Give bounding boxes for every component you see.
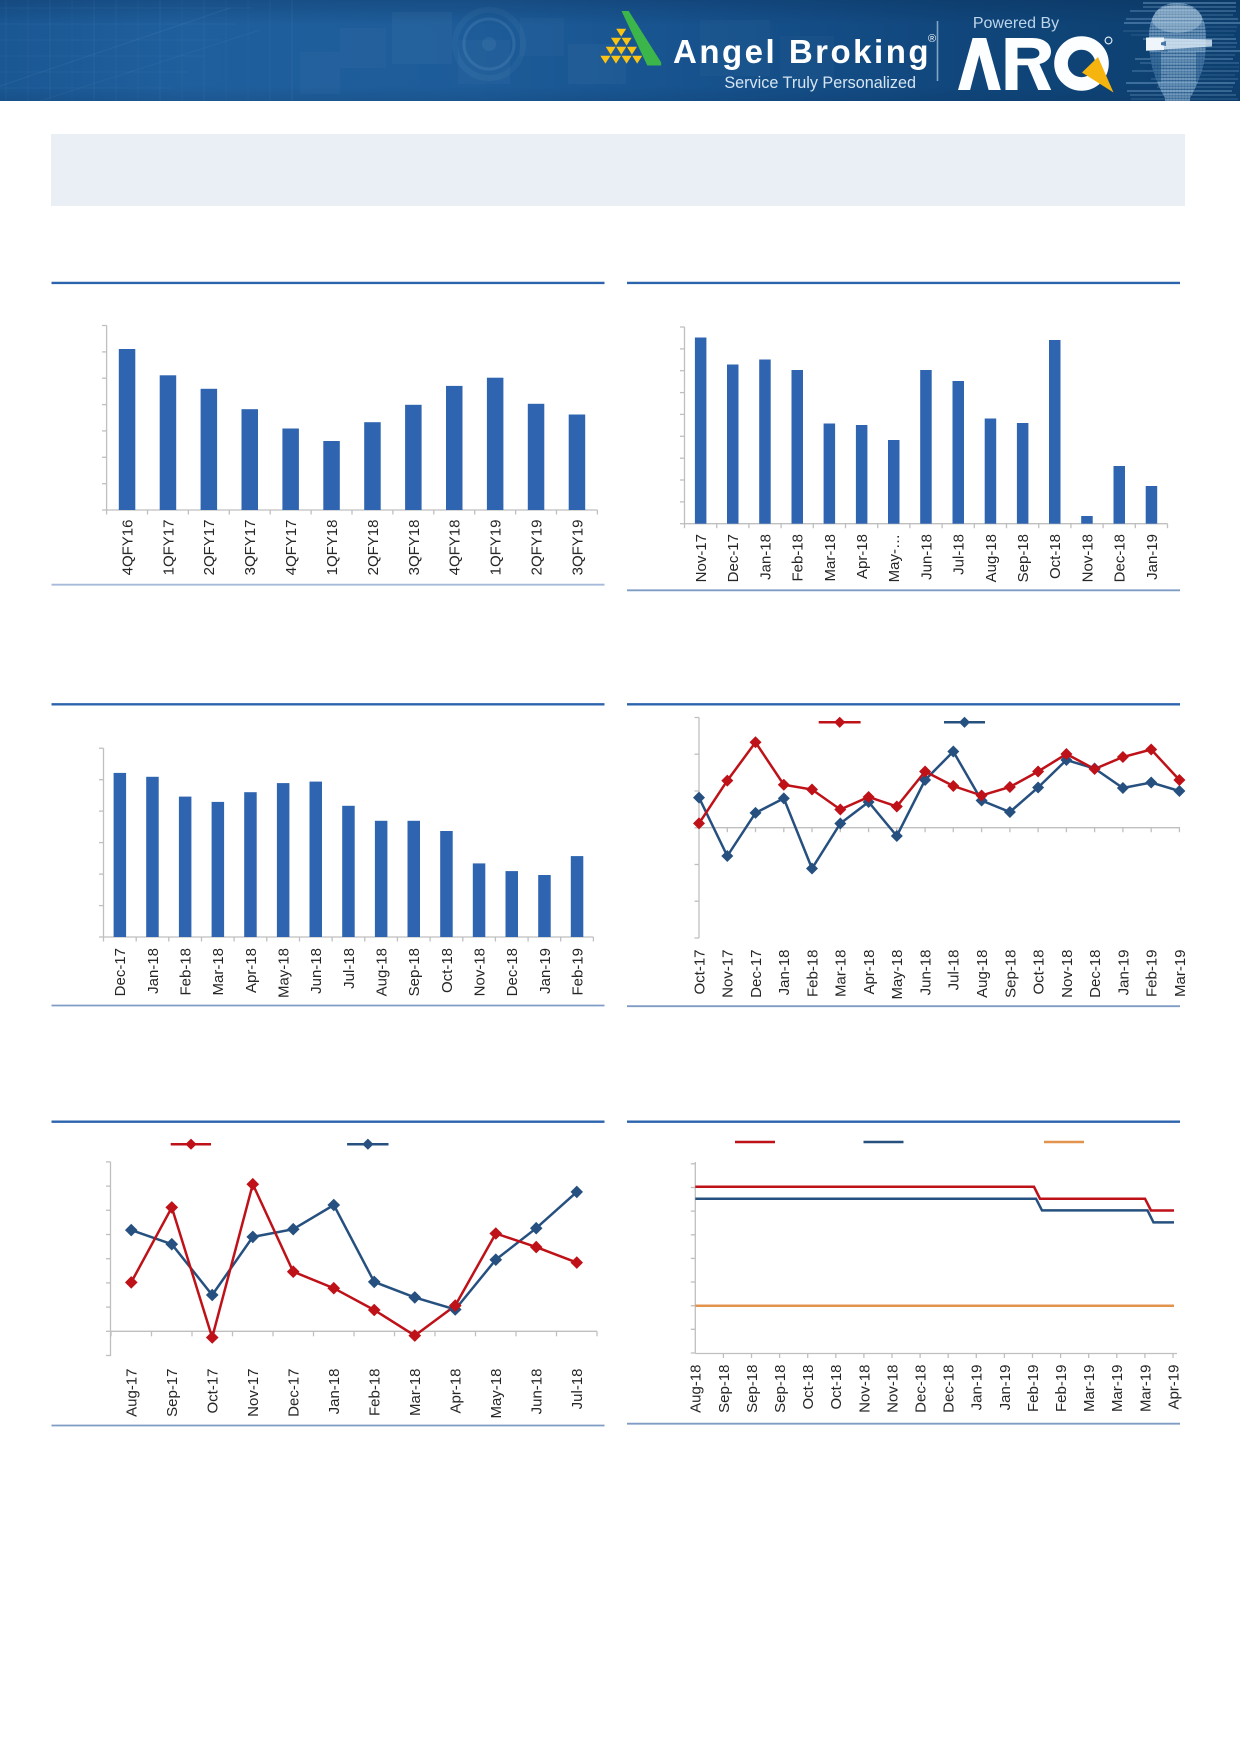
svg-text:Feb-18: Feb-18 <box>790 534 807 582</box>
svg-text:Feb-18: Feb-18 <box>804 950 821 998</box>
svg-text:Dec-17: Dec-17 <box>748 950 765 998</box>
svg-text:Jan-19: Jan-19 <box>1115 950 1132 996</box>
svg-text:Jan-18: Jan-18 <box>757 534 774 580</box>
svg-text:Nov-18: Nov-18 <box>884 1365 901 1413</box>
svg-text:May-18: May-18 <box>276 948 293 998</box>
svg-text:May-…: May-… <box>886 534 903 582</box>
svg-text:Dec-18: Dec-18 <box>941 1365 958 1413</box>
svg-text:2QFY17: 2QFY17 <box>201 520 218 576</box>
svg-text:Oct-17: Oct-17 <box>205 1369 222 1414</box>
svg-text:Oct-18: Oct-18 <box>1047 534 1064 579</box>
svg-text:May-18: May-18 <box>889 950 906 1000</box>
svg-text:Nov-17: Nov-17 <box>693 534 710 582</box>
svg-text:Apr-18: Apr-18 <box>448 1369 465 1414</box>
svg-text:Feb-19: Feb-19 <box>1144 950 1161 998</box>
svg-text:Angel Broking: Angel Broking <box>673 33 931 70</box>
svg-text:Oct-18: Oct-18 <box>1031 950 1048 995</box>
svg-text:Aug-18: Aug-18 <box>983 534 1000 582</box>
svg-text:Jan-18: Jan-18 <box>776 950 793 996</box>
svg-text:4QFY16: 4QFY16 <box>119 520 136 576</box>
svg-text:Mar-18: Mar-18 <box>822 534 839 582</box>
svg-text:Jan-19: Jan-19 <box>537 948 554 994</box>
svg-text:1QFY19: 1QFY19 <box>488 520 505 576</box>
svg-text:Mar-18: Mar-18 <box>833 950 850 998</box>
svg-text:Sep-18: Sep-18 <box>1015 534 1032 582</box>
svg-text:Dec-17: Dec-17 <box>112 948 129 996</box>
svg-text:Powered By: Powered By <box>973 15 1059 32</box>
svg-text:Feb-19: Feb-19 <box>1053 1365 1070 1413</box>
svg-text:Feb-18: Feb-18 <box>178 948 195 996</box>
svg-text:Nov-17: Nov-17 <box>245 1369 262 1417</box>
svg-text:Service Truly Personalized: Service Truly Personalized <box>724 74 916 92</box>
svg-text:Feb-19: Feb-19 <box>570 948 587 996</box>
svg-text:Jun-18: Jun-18 <box>918 534 935 580</box>
svg-text:Mar-18: Mar-18 <box>210 948 227 996</box>
svg-text:Oct-18: Oct-18 <box>828 1365 845 1410</box>
svg-text:Jan-18: Jan-18 <box>326 1369 343 1415</box>
svg-text:3QFY18: 3QFY18 <box>406 520 423 576</box>
svg-text:Nov-18: Nov-18 <box>472 948 489 996</box>
svg-text:Apr-18: Apr-18 <box>861 950 878 995</box>
svg-text:Jun-18: Jun-18 <box>918 950 935 996</box>
svg-text:Jul-18: Jul-18 <box>569 1369 586 1410</box>
svg-text:Apr-19: Apr-19 <box>1165 1365 1182 1410</box>
svg-text:Jul-18: Jul-18 <box>341 948 358 989</box>
svg-text:Dec-17: Dec-17 <box>725 534 742 582</box>
svg-text:Nov-18: Nov-18 <box>856 1365 873 1413</box>
svg-text:Jan-19: Jan-19 <box>997 1365 1014 1411</box>
svg-text:3QFY19: 3QFY19 <box>569 520 586 576</box>
svg-text:Jan-19: Jan-19 <box>969 1365 986 1411</box>
svg-text:Sep-18: Sep-18 <box>406 948 423 996</box>
svg-text:Nov-17: Nov-17 <box>720 950 737 998</box>
svg-text:Dec-17: Dec-17 <box>286 1369 303 1417</box>
svg-text:Sep-18: Sep-18 <box>744 1365 761 1413</box>
svg-text:Mar-19: Mar-19 <box>1137 1365 1154 1413</box>
svg-text:4QFY17: 4QFY17 <box>283 520 300 576</box>
svg-text:Dec-18: Dec-18 <box>1087 950 1104 998</box>
svg-text:Jul-18: Jul-18 <box>951 534 968 575</box>
svg-text:Sep-18: Sep-18 <box>772 1365 789 1413</box>
svg-text:2QFY18: 2QFY18 <box>365 520 382 576</box>
svg-text:4QFY18: 4QFY18 <box>447 520 464 576</box>
svg-text:Mar-19: Mar-19 <box>1081 1365 1098 1413</box>
svg-text:Apr-18: Apr-18 <box>854 534 871 579</box>
svg-text:Aug-18: Aug-18 <box>374 948 391 996</box>
svg-text:Feb-18: Feb-18 <box>367 1369 384 1417</box>
svg-text:Mar-19: Mar-19 <box>1109 1365 1126 1413</box>
svg-text:Nov-18: Nov-18 <box>1059 950 1076 998</box>
svg-text:Oct-17: Oct-17 <box>691 950 708 995</box>
svg-text:Sep-17: Sep-17 <box>164 1369 181 1417</box>
svg-text:Mar-19: Mar-19 <box>1172 950 1189 998</box>
svg-text:Mar-18: Mar-18 <box>407 1369 424 1417</box>
svg-text:Oct-18: Oct-18 <box>439 948 456 993</box>
svg-text:Feb-19: Feb-19 <box>1025 1365 1042 1413</box>
svg-text:1QFY18: 1QFY18 <box>324 520 341 576</box>
svg-text:Dec-18: Dec-18 <box>913 1365 930 1413</box>
svg-text:Nov-18: Nov-18 <box>1079 534 1096 582</box>
svg-text:Oct-18: Oct-18 <box>800 1365 817 1410</box>
svg-text:2QFY19: 2QFY19 <box>528 520 545 576</box>
svg-text:Apr-18: Apr-18 <box>243 948 260 993</box>
svg-text:Jun-18: Jun-18 <box>308 948 325 994</box>
svg-text:Jun-18: Jun-18 <box>529 1369 546 1415</box>
svg-text:Aug-17: Aug-17 <box>124 1369 141 1417</box>
svg-text:May-18: May-18 <box>488 1369 505 1419</box>
svg-text:Dec-18: Dec-18 <box>504 948 521 996</box>
svg-text:1QFY17: 1QFY17 <box>160 520 177 576</box>
svg-text:Aug-18: Aug-18 <box>688 1365 705 1413</box>
svg-text:®: ® <box>928 33 936 45</box>
svg-text:3QFY17: 3QFY17 <box>242 520 259 576</box>
svg-text:Jan-19: Jan-19 <box>1144 534 1161 580</box>
svg-text:Sep-18: Sep-18 <box>1002 950 1019 998</box>
svg-text:Jul-18: Jul-18 <box>946 950 963 991</box>
svg-text:Jan-18: Jan-18 <box>145 948 162 994</box>
svg-text:Dec-18: Dec-18 <box>1112 534 1129 582</box>
svg-text:Aug-18: Aug-18 <box>974 950 991 998</box>
svg-text:Sep-18: Sep-18 <box>716 1365 733 1413</box>
